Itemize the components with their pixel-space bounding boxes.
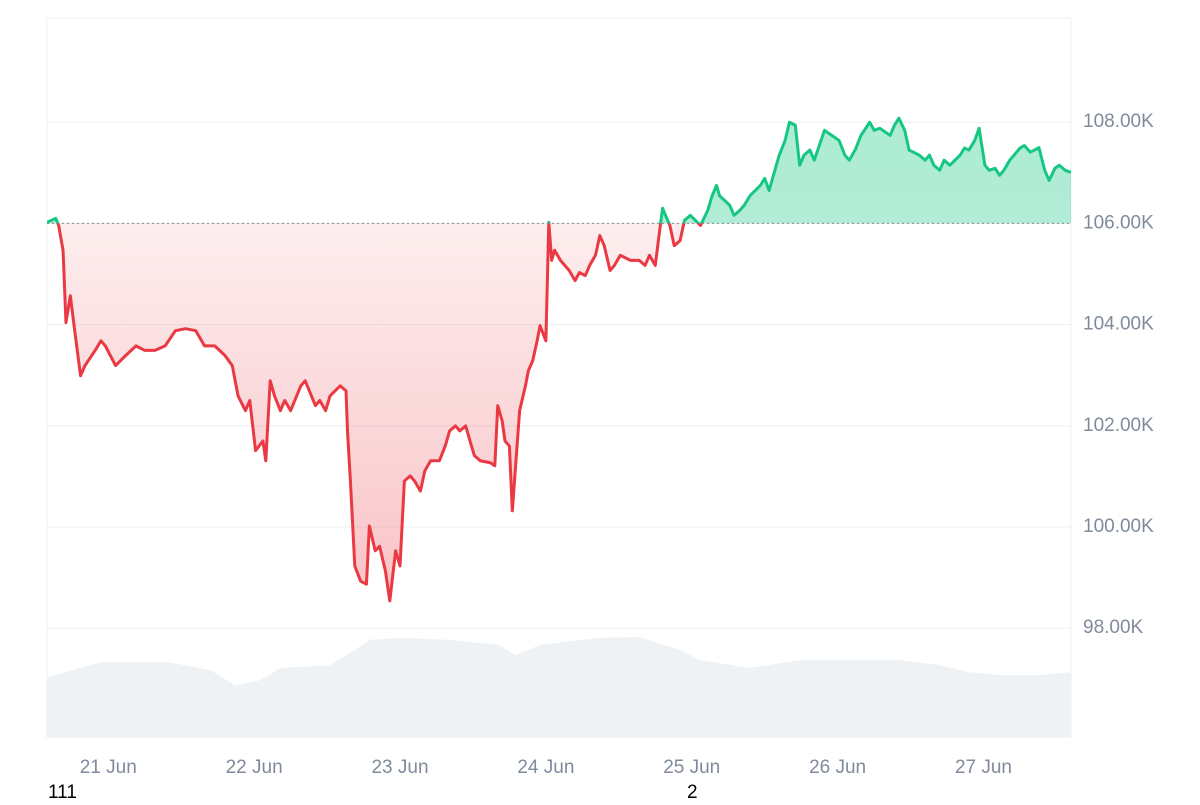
area-down <box>47 223 1071 601</box>
x-tick-label: 26 Jun <box>809 757 866 778</box>
x-tick-label: 27 Jun <box>955 757 1012 778</box>
line-down <box>47 223 704 603</box>
y-tick-label: 100.00K <box>1083 516 1154 537</box>
annotation: 2 <box>687 782 698 800</box>
line-up <box>47 116 1071 224</box>
plot-frame <box>46 17 1072 738</box>
area-up <box>47 118 1071 224</box>
y-tick-label: 102.00K <box>1083 415 1154 436</box>
x-tick-label: 22 Jun <box>226 757 283 778</box>
x-tick-label: 21 Jun <box>80 757 137 778</box>
x-tick-label: 24 Jun <box>517 757 574 778</box>
y-tick-label: 98.00K <box>1083 617 1144 638</box>
y-tick-label: 106.00K <box>1083 212 1154 233</box>
x-tick-label: 23 Jun <box>371 757 428 778</box>
y-tick-label: 108.00K <box>1083 111 1154 132</box>
annotation: 111 <box>48 782 77 800</box>
x-tick-label: 25 Jun <box>663 757 720 778</box>
volume-area <box>47 637 1071 737</box>
y-tick-label: 104.00K <box>1083 314 1154 335</box>
